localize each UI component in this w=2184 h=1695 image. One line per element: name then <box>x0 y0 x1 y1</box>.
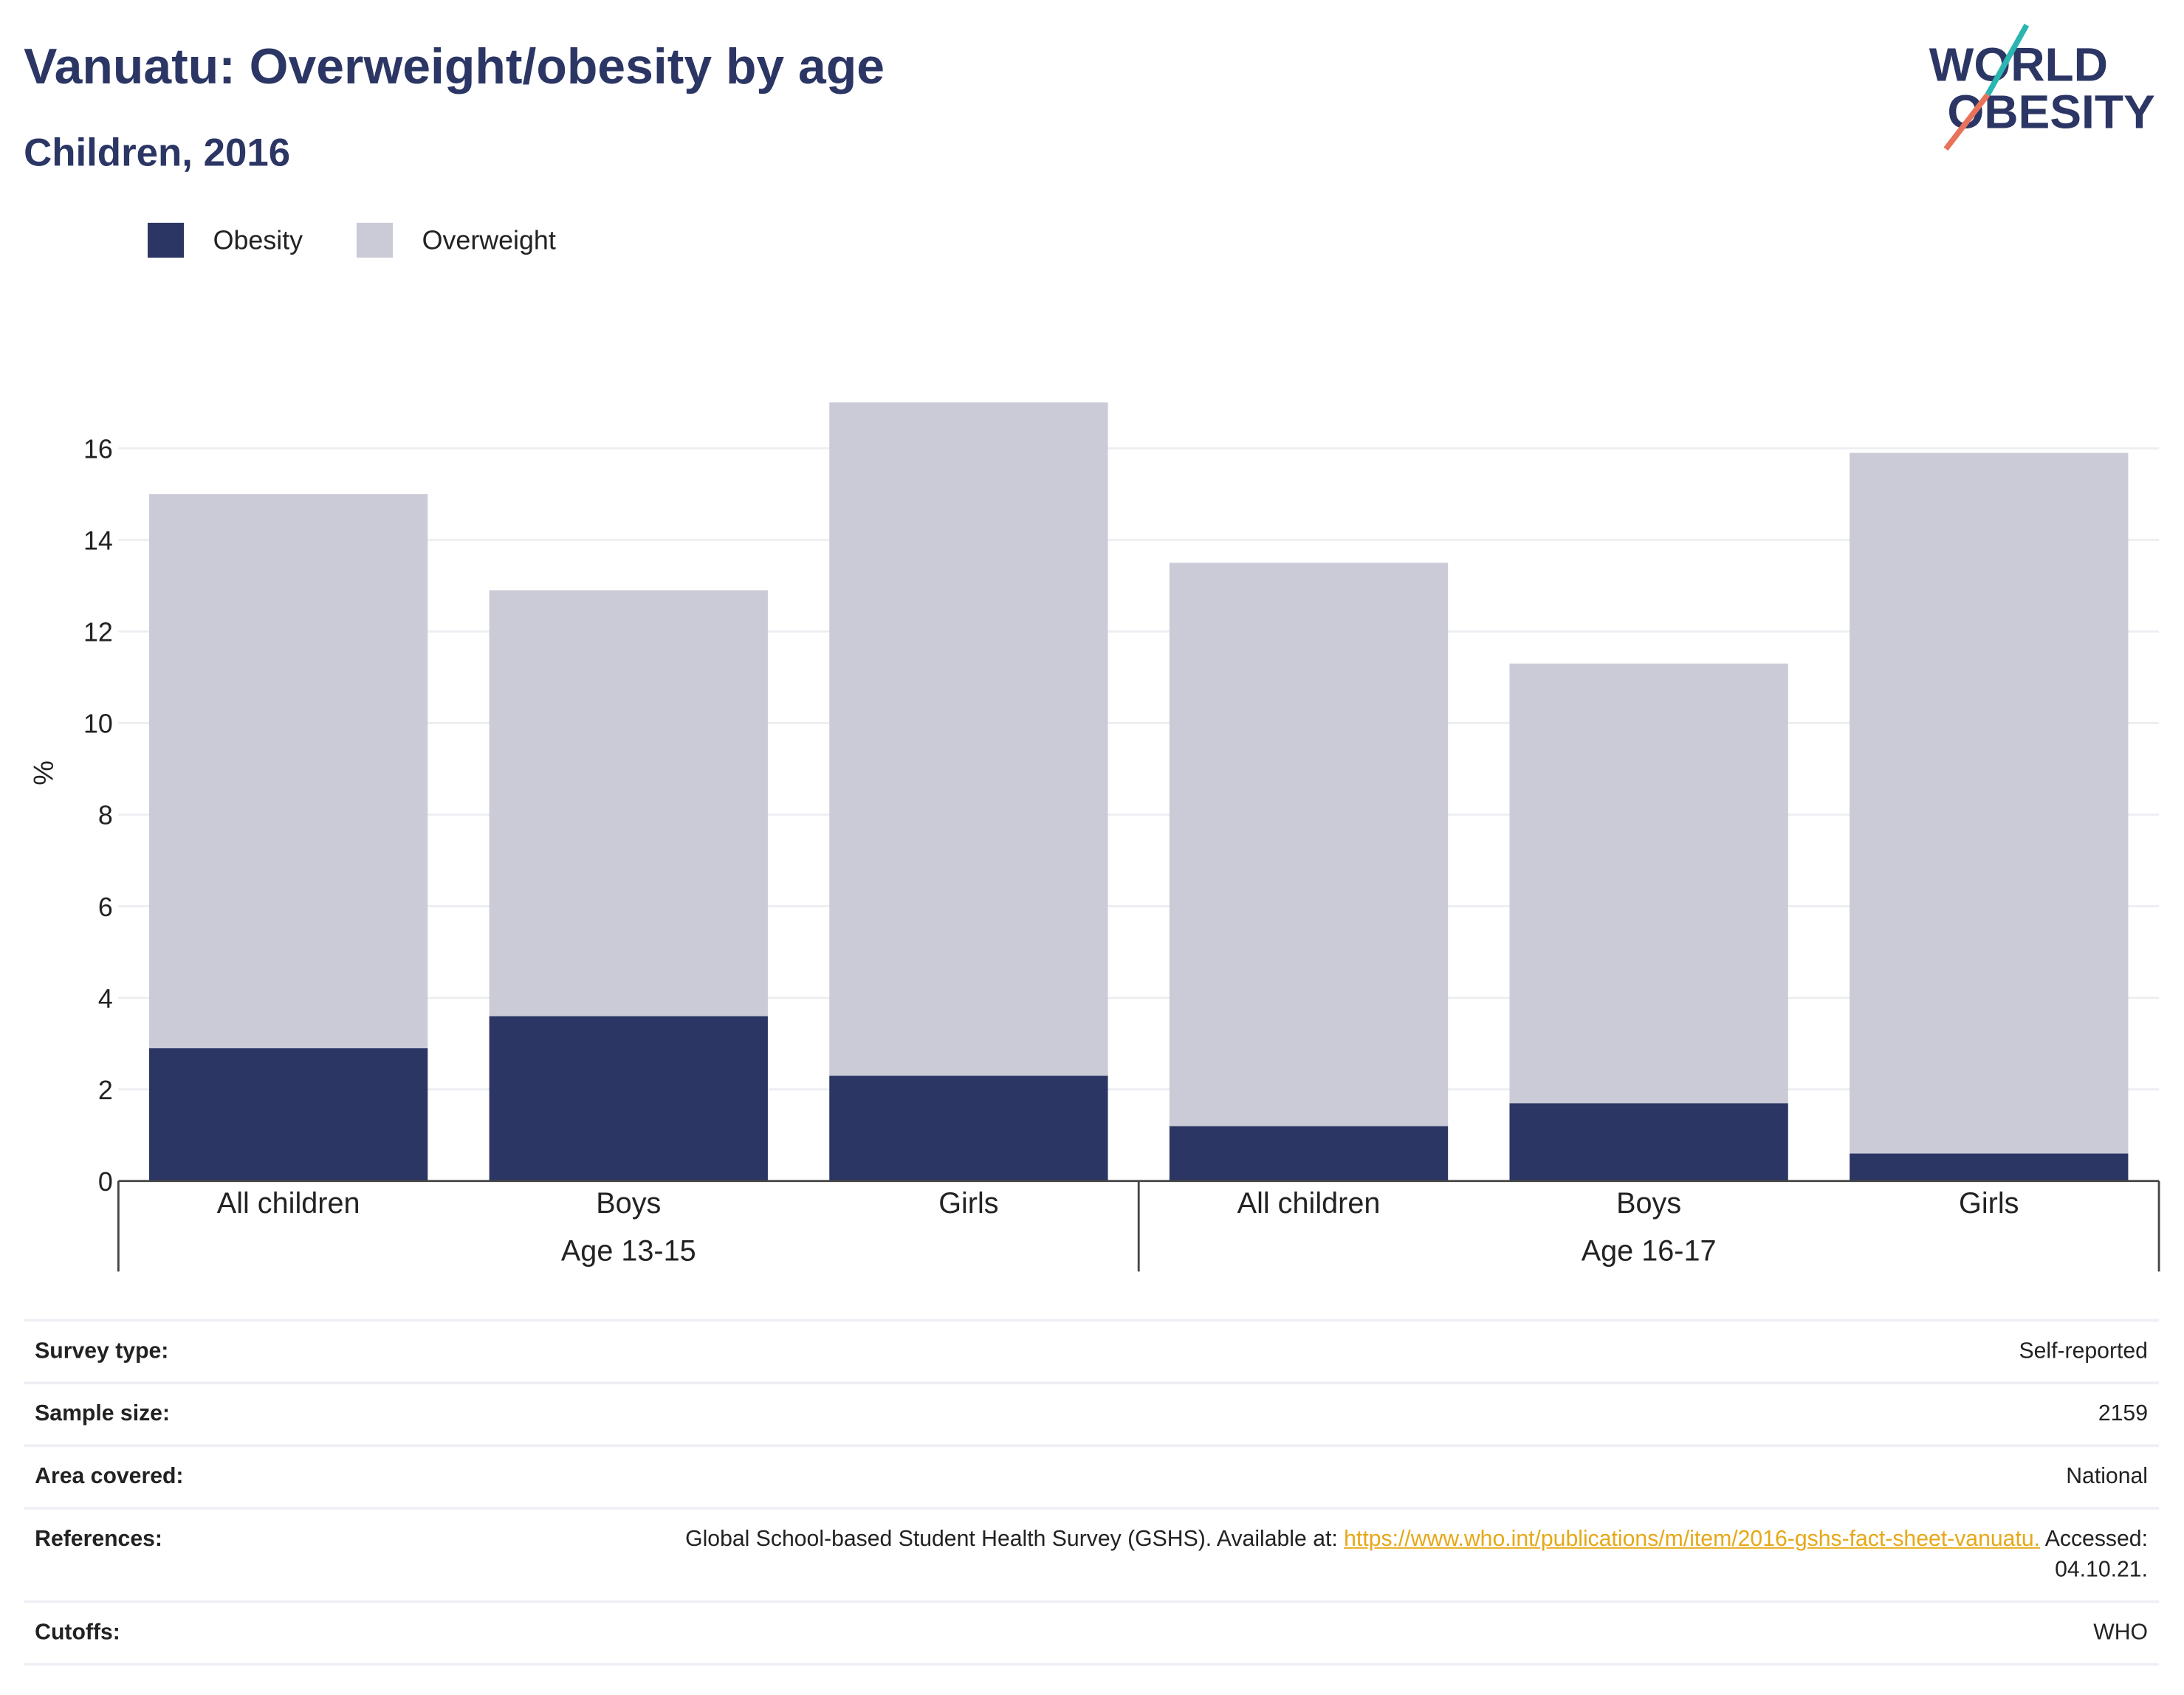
logo-line1: WORLD <box>1929 38 2108 91</box>
y-tick-label: 10 <box>83 709 113 739</box>
chart: Vanuatu: Overweight/obesity by age Child… <box>24 24 2160 1272</box>
info-table: Survey type: Self-reported Sample size: 215… <box>24 1318 2160 1666</box>
x-tick-label: All children <box>1237 1187 1381 1220</box>
legend-swatch <box>147 222 185 258</box>
group-label: Age 13-15 <box>561 1234 696 1267</box>
logo-line2: OBESITY <box>1947 86 2155 139</box>
bar-segment <box>1850 1153 2129 1181</box>
bar-segment <box>1169 563 1449 1127</box>
bar-segment <box>149 494 428 1048</box>
bar-segment <box>489 1016 768 1181</box>
bar-segment <box>489 590 768 1017</box>
group-label: Age 16-17 <box>1582 1234 1717 1267</box>
row-value: Self-reported <box>2019 1339 2148 1364</box>
legend-label: Obesity <box>213 226 303 255</box>
table-row: Survey type: Self-reported <box>24 1318 2160 1382</box>
table-row: Area covered: National <box>24 1444 2160 1507</box>
reference-text: Global School-based Student Health Surve… <box>685 1527 1345 1552</box>
bar-segment <box>1850 453 2129 1154</box>
row-label: Survey type: <box>35 1339 169 1364</box>
y-tick-label: 14 <box>83 526 113 556</box>
row-value: 2159 <box>2098 1402 2148 1426</box>
table-row: References: Global School-based Student H… <box>24 1507 2160 1600</box>
chart-subtitle: Children, 2016 <box>24 131 290 174</box>
legend-label: Overweight <box>422 226 556 255</box>
logo-slash <box>1943 92 1991 151</box>
y-tick-label: 16 <box>83 434 113 464</box>
x-tick-label: Boys <box>596 1187 661 1220</box>
reference-accessed: Accessed: 04.10.21. <box>2040 1527 2148 1583</box>
row-label: Area covered: <box>35 1465 184 1489</box>
row-value: National <box>2066 1465 2148 1489</box>
y-axis-label: % <box>28 760 59 785</box>
y-tick-label: 4 <box>98 984 113 1014</box>
y-tick-label: 12 <box>83 618 113 647</box>
bar-segment <box>1169 1126 1449 1181</box>
x-tick-label: Girls <box>1959 1187 2019 1220</box>
row-value: WHO <box>2093 1620 2148 1645</box>
y-tick-label: 6 <box>98 893 113 922</box>
bar-segment <box>149 1048 428 1181</box>
x-tick-label: Boys <box>1616 1187 1681 1220</box>
x-tick-label: Girls <box>938 1187 998 1220</box>
legend-swatch <box>356 222 393 258</box>
table-row: Cutoffs: WHO <box>24 1600 2160 1666</box>
bar-segment <box>829 402 1108 1076</box>
y-tick-label: 0 <box>98 1167 113 1197</box>
chart-title: Vanuatu: Overweight/obesity by age <box>24 39 885 94</box>
row-label: Cutoffs: <box>35 1620 120 1645</box>
y-tick-label: 8 <box>98 801 113 831</box>
row-label: Sample size: <box>35 1402 171 1426</box>
y-tick-label: 2 <box>98 1076 113 1105</box>
reference-link[interactable]: https://www.who.int/publications/m/item/… <box>1344 1527 2041 1552</box>
bar-segment <box>829 1076 1108 1181</box>
x-tick-label: All children <box>217 1187 360 1220</box>
row-label: References: <box>35 1527 162 1552</box>
table-row: Sample size: 2159 <box>24 1381 2160 1444</box>
logo-slash <box>1985 24 2030 97</box>
bar-segment <box>1509 1103 1788 1181</box>
bar-segment <box>1509 663 1788 1104</box>
row-value: Global School-based Student Health Surve… <box>588 1525 2148 1586</box>
